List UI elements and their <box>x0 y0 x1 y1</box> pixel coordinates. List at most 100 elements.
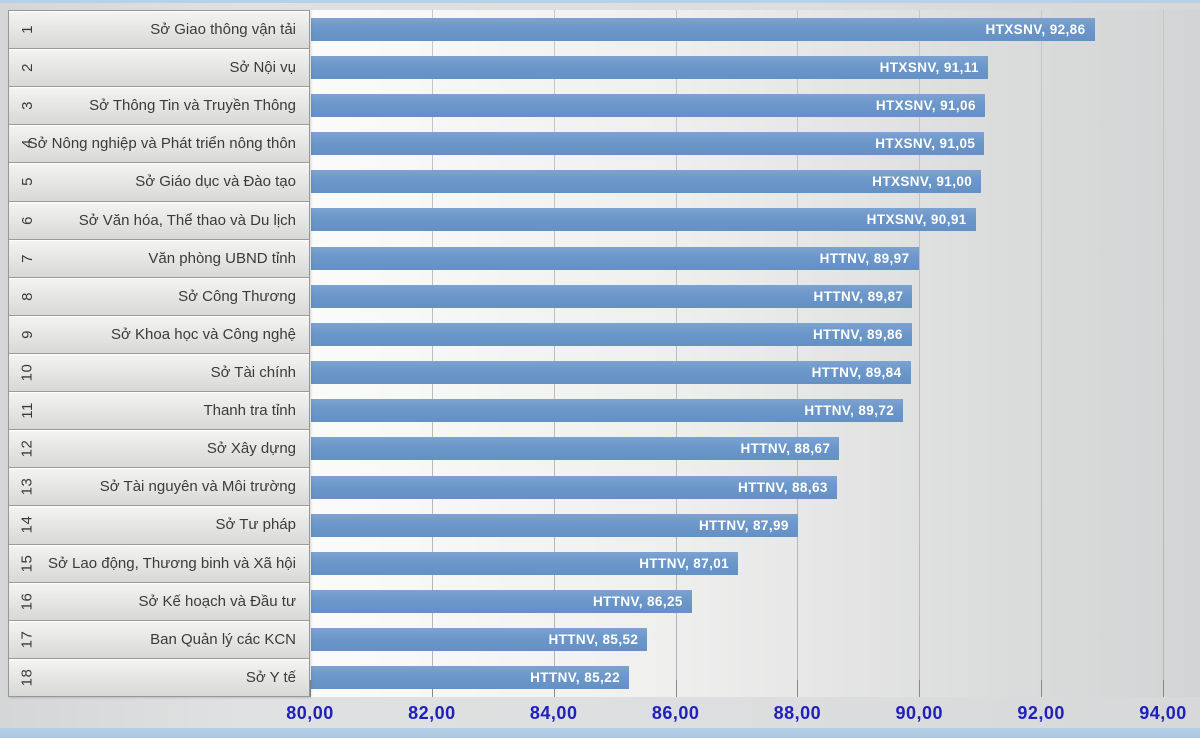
x-axis-tick-label: 84,00 <box>529 703 578 723</box>
bottom-strip <box>0 728 1200 738</box>
category-label: Sở Xây dựng <box>206 440 296 458</box>
table-row: 9 Sở Khoa học và Công nghệ <box>9 314 309 353</box>
rank-label: 1 <box>18 25 36 34</box>
gridline <box>553 10 555 697</box>
table-row: 5 Sở Giáo dục và Đào tạo <box>9 162 309 201</box>
rank-cell: 16 <box>11 583 43 620</box>
tick-mark <box>1163 680 1164 697</box>
category-label: Sở Nội vụ <box>229 59 296 77</box>
bar-value-label: HTTNV, 89,84 <box>811 365 902 381</box>
table-row: 2 Sở Nội vụ <box>9 48 309 87</box>
bar: HTTNV, 89,72 <box>311 399 904 423</box>
table-row: 8 Sở Công Thương <box>9 276 309 315</box>
table-row: 16 Sở Kế hoạch và Đầu tư <box>9 581 309 620</box>
rank-cell: 5 <box>11 163 43 200</box>
bar: HTTNV, 86,25 <box>311 590 692 614</box>
gridline <box>1163 10 1164 697</box>
rank-cell: 9 <box>11 316 43 353</box>
table-row: 15 Sở Lao động, Thương binh và Xã hội <box>9 543 309 582</box>
rank-cell: 7 <box>11 240 43 277</box>
bar: HTXSNV, 91,06 <box>311 93 985 117</box>
gridline <box>797 10 799 697</box>
tick-mark <box>310 680 311 697</box>
rank-label: 9 <box>18 330 36 339</box>
category-label: Sở Văn hóa, Thể thao và Du lịch <box>78 211 296 229</box>
rank-label: 17 <box>18 630 36 649</box>
rank-label: 3 <box>18 101 36 111</box>
category-label: Sở Tài nguyên và Môi trường <box>99 478 296 496</box>
table-row: 3 Sở Thông Tin và Truyền Thông <box>9 86 309 125</box>
bar-value-label: HTTNV, 85,52 <box>548 632 639 648</box>
bar-value-label: HTTNV, 85,22 <box>530 670 620 686</box>
rank-label: 2 <box>18 63 36 73</box>
table-row: 12 Sở Xây dựng <box>9 429 309 468</box>
category-label: Ban Quản lý các KCN <box>150 630 296 648</box>
top-strip <box>0 0 1200 3</box>
rank-label: 5 <box>18 177 36 187</box>
bar: HTTNV, 85,22 <box>311 666 629 690</box>
x-axis-tick-label: 94,00 <box>1139 703 1187 723</box>
bar: HTTNV, 89,87 <box>311 284 913 308</box>
bar: HTTNV, 88,63 <box>311 475 837 499</box>
table-row: 13 Sở Tài nguyên và Môi trường <box>9 467 309 506</box>
bar-value-label: HTTNV, 88,63 <box>737 479 828 495</box>
category-label: Sở Tư pháp <box>215 516 296 534</box>
category-label: Văn phòng UBND tỉnh <box>148 249 296 267</box>
gridline <box>919 10 921 697</box>
rank-cell: 17 <box>11 621 43 658</box>
table-row: 1 Sở Giao thông vận tải <box>9 11 309 49</box>
bar-value-label: HTXSNV, 91,05 <box>875 136 976 152</box>
table-row: 18 Sở Y tế <box>9 657 309 696</box>
bar: HTTNV, 89,97 <box>311 246 919 270</box>
bar: HTXSNV, 91,05 <box>311 132 985 156</box>
category-label: Thanh tra tỉnh <box>203 402 296 420</box>
bar-value-label: HTTNV, 89,72 <box>804 403 895 419</box>
rank-cell: 6 <box>11 202 43 239</box>
category-label: Sở Lao động, Thương binh và Xã hội <box>48 554 296 572</box>
tick-mark <box>675 680 677 697</box>
bar: HTXSNV, 91,00 <box>311 170 982 194</box>
rank-label: 12 <box>18 439 36 458</box>
rank-cell: 1 <box>11 11 43 48</box>
table-row: 6 Sở Văn hóa, Thể thao và Du lịch <box>9 200 309 239</box>
table-row: 17 Ban Quản lý các KCN <box>9 619 309 658</box>
bar-value-label: HTXSNV, 91,06 <box>875 97 976 113</box>
rank-label: 7 <box>18 253 36 263</box>
table-row: 7 Văn phòng UBND tỉnh <box>9 238 309 277</box>
rank-cell: 11 <box>11 392 43 429</box>
tick-mark <box>919 680 921 697</box>
rank-cell: 2 <box>11 49 43 86</box>
bar: HTTNV, 85,52 <box>311 628 648 652</box>
bar-value-label: HTTNV, 89,87 <box>813 288 904 304</box>
bar-value-label: HTTNV, 89,97 <box>819 250 910 266</box>
rank-cell: 14 <box>11 506 43 543</box>
gridline <box>431 10 433 697</box>
bar-value-label: HTTNV, 87,01 <box>639 555 730 571</box>
table-row: 10 Sở Tài chính <box>9 352 309 392</box>
category-label: Sở Giáo dục và Đào tạo <box>135 173 296 191</box>
rank-cell: 18 <box>11 659 43 696</box>
category-label: Sở Khoa học và Công nghệ <box>111 325 296 343</box>
x-axis-tick-label: 80,00 <box>286 703 334 723</box>
bar: HTTNV, 87,99 <box>311 513 798 537</box>
table-row: 14 Sở Tư pháp <box>9 505 309 544</box>
rank-cell: 8 <box>11 278 43 315</box>
bar-value-label: HTTNV, 86,25 <box>592 594 683 610</box>
tick-mark <box>797 680 799 697</box>
bar-value-label: HTTNV, 88,67 <box>740 441 831 457</box>
rank-cell: 10 <box>11 354 43 391</box>
rank-cell: 3 <box>11 87 43 124</box>
rank-label: 8 <box>18 291 36 301</box>
table-row: 4 Sở Nông nghiệp và Phát triển nông thôn <box>9 124 309 163</box>
gridline <box>675 10 677 697</box>
bar: HTTNV, 89,86 <box>311 322 912 346</box>
rank-label: 15 <box>18 554 36 572</box>
rank-label: 6 <box>18 215 36 225</box>
x-axis-tick-label: 82,00 <box>408 703 456 723</box>
rank-cell: 13 <box>11 468 43 505</box>
table-row: 11 Thanh tra tỉnh <box>9 391 309 430</box>
bar: HTXSNV, 91,11 <box>311 55 988 79</box>
rank-cell: 15 <box>11 545 43 582</box>
category-label: Sở Công Thương <box>178 287 296 305</box>
